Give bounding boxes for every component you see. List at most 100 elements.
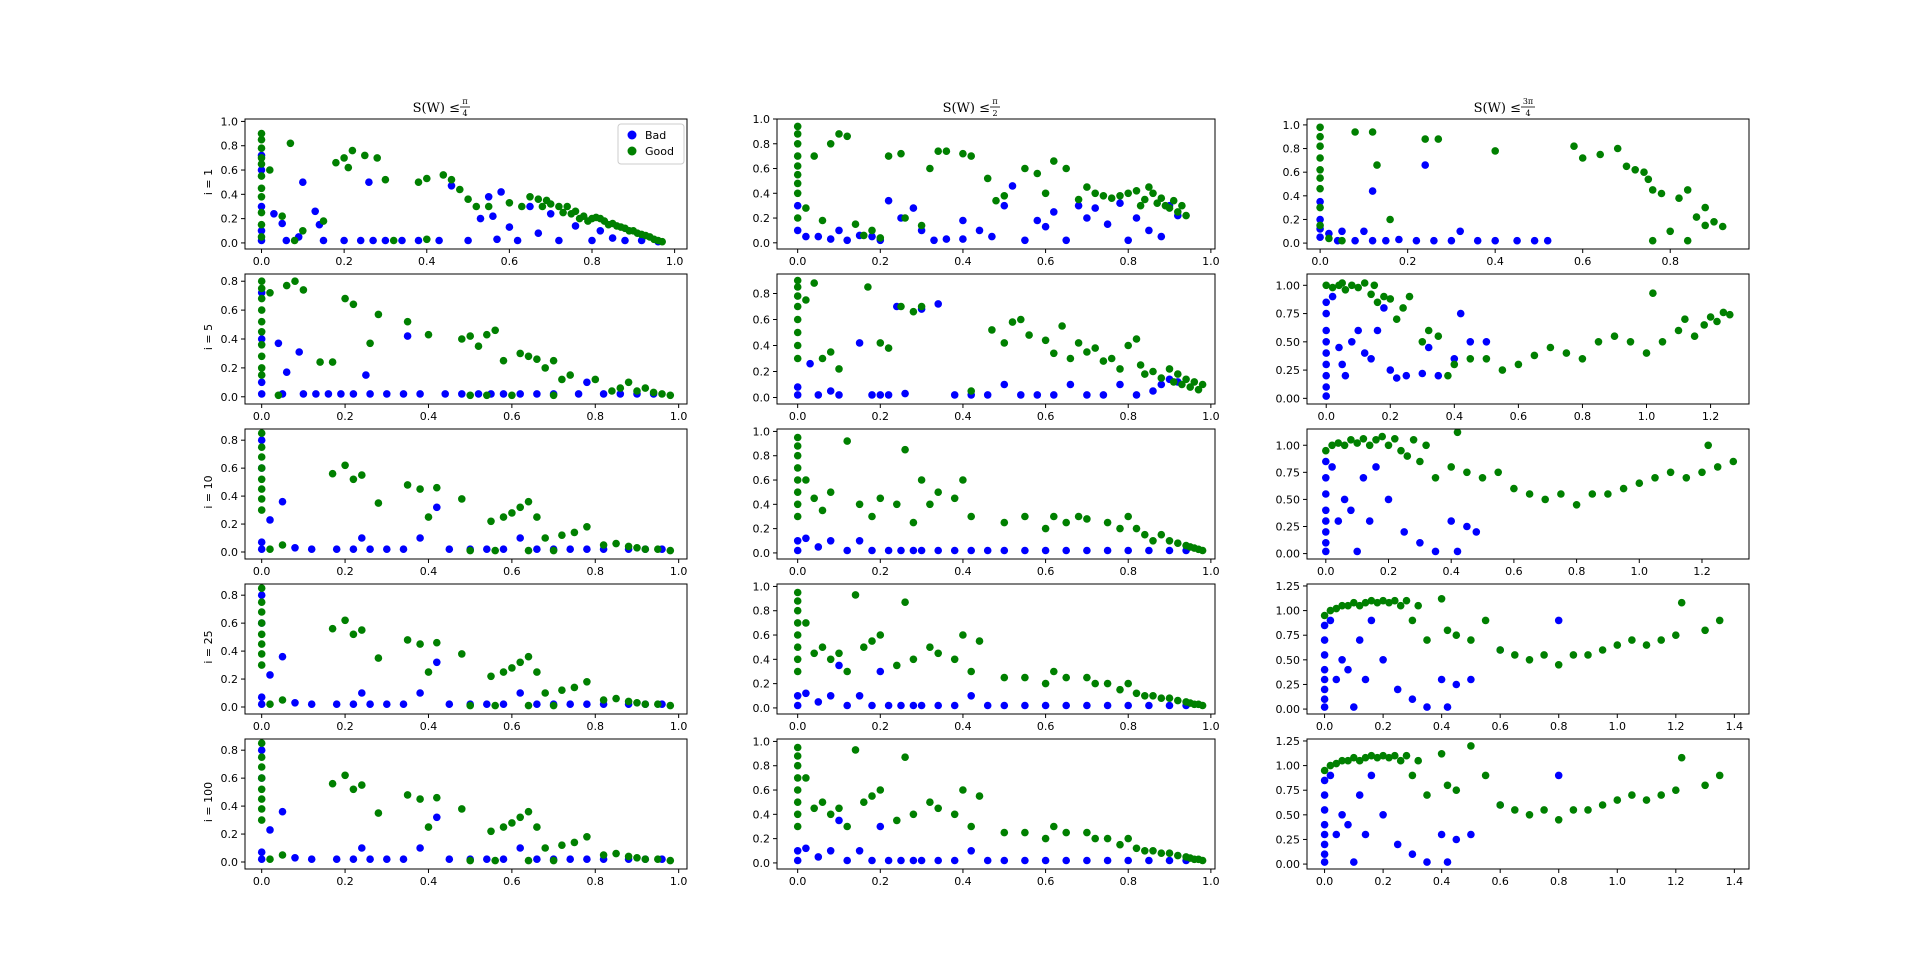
data-point-good [1391, 435, 1399, 443]
data-point-good [1386, 295, 1395, 303]
data-point-good [1408, 771, 1417, 780]
data-point-good [793, 500, 802, 509]
data-point-good [1132, 187, 1141, 195]
data-point-bad [1000, 201, 1009, 210]
data-point-bad [1322, 474, 1330, 482]
data-point-bad [1473, 236, 1482, 245]
data-point-bad [257, 335, 266, 343]
data-point-good [1174, 539, 1182, 547]
data-point-bad [1443, 703, 1452, 711]
data-point-good [499, 356, 508, 365]
data-point-bad [608, 234, 617, 242]
data-point-bad [447, 182, 456, 190]
data-point-bad [416, 390, 424, 398]
data-point-bad [555, 236, 563, 245]
data-point-good [950, 810, 959, 819]
data-point-good [1690, 332, 1699, 341]
data-point-bad [1472, 528, 1481, 536]
data-point-good [1041, 834, 1050, 843]
data-point-good [1715, 616, 1724, 625]
data-point-bad [1466, 338, 1475, 346]
data-point-bad [1467, 830, 1475, 839]
data-point-good [1000, 518, 1009, 527]
data-point-good [793, 588, 802, 597]
data-point-good [654, 855, 662, 863]
data-point-bad [299, 178, 307, 186]
data-point-good [793, 315, 802, 324]
data-point-bad [917, 546, 926, 555]
data-point-good [257, 352, 266, 361]
data-point-good [1174, 696, 1182, 705]
data-point-good [257, 584, 266, 592]
data-point-bad [1348, 338, 1356, 346]
data-point-bad [349, 700, 358, 708]
column-title-2-main: S(W) ≤ [1474, 101, 1521, 116]
data-point-good [1338, 236, 1346, 245]
data-point-bad [1355, 791, 1364, 799]
data-point-bad [826, 537, 835, 545]
data-point-bad [324, 390, 333, 398]
x-tick-label: 0.0 [789, 720, 807, 733]
data-point-good [1103, 834, 1112, 843]
data-point-good [1017, 315, 1025, 324]
data-point-good [649, 388, 658, 397]
data-point-good [558, 531, 566, 539]
x-tick-label: 0.6 [1037, 255, 1055, 268]
series-good [1322, 279, 1734, 380]
data-point-good [403, 481, 412, 489]
x-tick-label: 0.6 [503, 720, 521, 733]
data-point-good [1416, 457, 1424, 466]
panel-r1-c0: 0.0 0.2 0.4 0.6 0.8 1.0 0.0 0.2 0.4 0.6 0.8 [221, 273, 688, 423]
y-tick-label: 0.2 [753, 523, 771, 536]
data-point-bad [1392, 374, 1401, 382]
data-point-good [624, 697, 633, 706]
data-point-good [349, 630, 358, 639]
data-point-good [491, 546, 500, 555]
data-point-good [1153, 199, 1161, 207]
data-point-good [793, 140, 802, 148]
data-point-bad [1554, 771, 1563, 780]
x-tick-label: 1.0 [670, 875, 688, 888]
data-point-good [1174, 370, 1182, 378]
data-point-good [447, 175, 456, 184]
data-point-good [624, 378, 633, 387]
data-point-bad [499, 390, 508, 398]
x-tick-label: 0.0 [789, 875, 807, 888]
column-title-1-num: π [992, 97, 997, 106]
y-tick-label: 1.00 [1276, 760, 1301, 773]
data-point-bad [1373, 326, 1382, 335]
data-point-good [257, 805, 266, 813]
y-tick-label: 0.00 [1276, 548, 1301, 561]
data-point-good [1666, 227, 1674, 236]
data-point-good [793, 162, 802, 170]
data-point-good [1626, 338, 1635, 346]
data-point-good [793, 170, 802, 179]
data-point-good [810, 649, 818, 658]
data-point-good [1091, 834, 1099, 843]
data-point-good [967, 667, 975, 676]
data-point-good [1379, 751, 1387, 760]
data-point-good [934, 804, 942, 813]
data-point-good [1386, 215, 1394, 224]
data-point-bad [369, 236, 377, 245]
data-point-bad [1041, 222, 1050, 231]
data-point-bad [483, 855, 491, 863]
data-point-bad [516, 534, 524, 542]
data-point-good [524, 546, 533, 555]
data-point-good [583, 678, 591, 686]
x-tick-label: 0.4 [420, 875, 438, 888]
x-tick-label: 0.8 [1119, 255, 1137, 268]
data-point-bad [814, 543, 823, 551]
y-tick-label: 0.6 [221, 164, 239, 177]
data-point-bad [917, 856, 926, 865]
data-point-bad [1382, 236, 1390, 245]
data-point-bad [257, 202, 266, 211]
y-tick-label: 0.25 [1276, 678, 1301, 691]
x-tick-label: 0.4 [954, 720, 972, 733]
data-point-good [793, 302, 802, 311]
data-point-bad [826, 847, 835, 855]
data-point-bad [868, 232, 876, 241]
data-point-good [909, 307, 918, 316]
x-tick-label: 1.2 [1667, 720, 1685, 733]
data-point-good [332, 158, 340, 167]
